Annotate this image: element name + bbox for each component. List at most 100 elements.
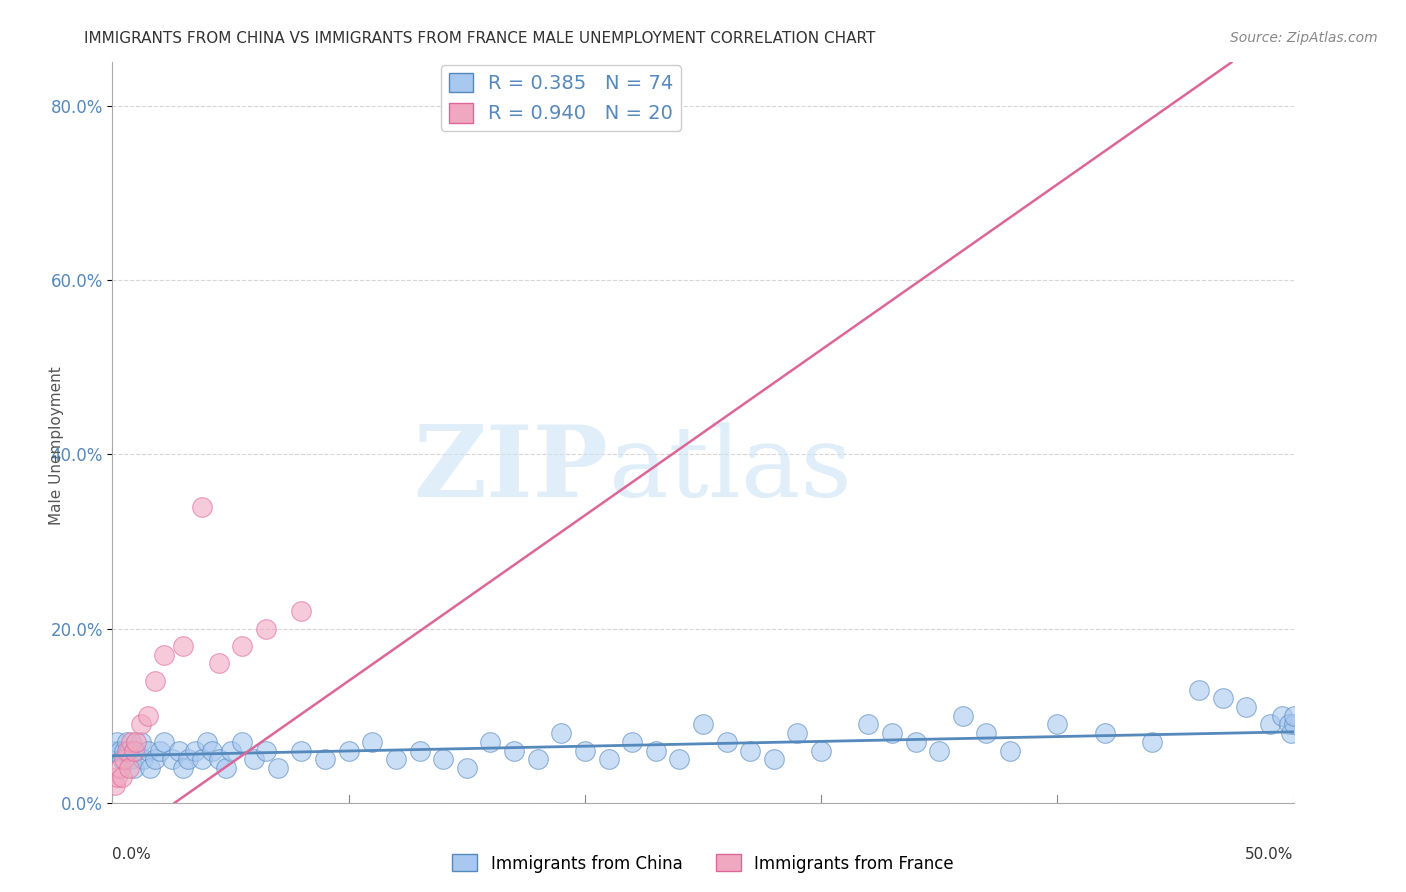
Point (762, 752, 785, 766)
Point (195, 735, 218, 749)
Point (132, 752, 155, 766)
Point (143, 673, 166, 688)
Point (108, 761, 131, 775)
Point (215, 761, 238, 775)
Point (314, 752, 336, 766)
Point (1258, 717, 1281, 731)
Point (621, 735, 644, 749)
Point (118, 761, 141, 775)
Point (1278, 717, 1301, 731)
Point (810, 743, 832, 757)
Point (122, 743, 145, 757)
Point (408, 743, 430, 757)
Point (105, 735, 128, 749)
Point (104, 778, 127, 792)
Point (112, 743, 135, 757)
Point (208, 657, 231, 671)
Point (160, 752, 183, 766)
Point (1279, 726, 1302, 740)
Point (858, 717, 880, 731)
Point (231, 735, 253, 749)
Point (1094, 726, 1116, 740)
Point (432, 752, 454, 766)
Point (149, 743, 172, 757)
Text: 0.0%: 0.0% (112, 847, 152, 863)
Point (136, 708, 159, 723)
Point (290, 743, 312, 757)
Point (692, 717, 714, 731)
Point (1212, 691, 1234, 706)
Point (231, 639, 253, 653)
Point (456, 761, 478, 775)
Point (177, 752, 200, 766)
Point (143, 752, 166, 766)
Text: 50.0%: 50.0% (1246, 847, 1294, 863)
Point (1046, 717, 1069, 731)
Point (112, 752, 135, 766)
Point (111, 752, 134, 766)
Point (201, 743, 224, 757)
Text: Source: ZipAtlas.com: Source: ZipAtlas.com (1230, 31, 1378, 45)
Point (880, 726, 903, 740)
Point (361, 735, 384, 749)
Point (952, 708, 974, 723)
Point (1282, 717, 1305, 731)
Point (503, 743, 526, 757)
Point (1234, 700, 1257, 714)
Point (172, 761, 194, 775)
Point (550, 726, 572, 740)
Legend: R = 0.385   N = 74, R = 0.940   N = 20: R = 0.385 N = 74, R = 0.940 N = 20 (441, 65, 681, 131)
Point (104, 743, 127, 757)
Point (184, 743, 207, 757)
Point (125, 743, 148, 757)
Point (129, 735, 152, 749)
Point (243, 752, 266, 766)
Point (219, 743, 242, 757)
Point (598, 752, 620, 766)
Point (998, 743, 1021, 757)
Point (976, 726, 998, 740)
Point (122, 761, 145, 775)
Point (385, 752, 408, 766)
Point (254, 743, 277, 757)
Point (644, 743, 666, 757)
Point (118, 743, 141, 757)
Point (153, 648, 176, 662)
Text: Male Unemployment: Male Unemployment (49, 367, 63, 525)
Point (129, 717, 152, 731)
Point (153, 735, 176, 749)
Point (105, 770, 128, 784)
Point (1271, 708, 1294, 723)
Point (716, 735, 738, 749)
Point (191, 752, 214, 766)
Point (111, 770, 134, 784)
Point (668, 752, 690, 766)
Point (167, 743, 190, 757)
Point (526, 752, 548, 766)
Point (290, 604, 312, 618)
Point (904, 735, 927, 749)
Point (267, 761, 290, 775)
Point (254, 622, 277, 636)
Point (120, 752, 142, 766)
Point (740, 743, 762, 757)
Text: IMMIGRANTS FROM CHINA VS IMMIGRANTS FROM FRANCE MALE UNEMPLOYMENT CORRELATION CH: IMMIGRANTS FROM CHINA VS IMMIGRANTS FROM… (84, 31, 876, 46)
Point (136, 743, 159, 757)
Point (108, 743, 131, 757)
Point (115, 735, 138, 749)
Point (208, 752, 231, 766)
Text: ZIP: ZIP (413, 421, 609, 518)
Point (1140, 735, 1163, 749)
Point (337, 743, 360, 757)
Point (786, 726, 808, 740)
Legend: Immigrants from China, Immigrants from France: Immigrants from China, Immigrants from F… (446, 847, 960, 880)
Point (125, 735, 148, 749)
Point (479, 735, 502, 749)
Point (139, 761, 162, 775)
Point (928, 743, 950, 757)
Point (172, 639, 194, 653)
Point (120, 735, 142, 749)
Point (574, 743, 596, 757)
Point (1282, 708, 1305, 723)
Point (1188, 682, 1211, 697)
